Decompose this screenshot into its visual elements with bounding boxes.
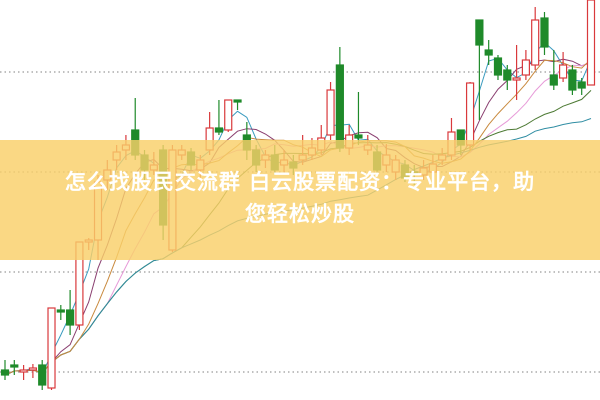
candle-up (19, 369, 28, 373)
candle-down (233, 99, 242, 103)
banner-text: 怎么找股民交流群 白云股票配资：专业平台，助 您轻松炒股 (0, 166, 600, 230)
candle-down (577, 81, 586, 89)
candle-down (484, 49, 493, 56)
candle-down (568, 69, 577, 91)
banner-line-2: 您轻松炒股 (245, 202, 355, 226)
candle-down (354, 134, 363, 139)
candle-down (10, 364, 19, 368)
candle-up (521, 59, 530, 76)
candle-up (28, 367, 38, 371)
banner-line-1: 怎么找股民交流群 白云股票配资：专业平台，助 (64, 170, 536, 194)
candle-up (224, 99, 233, 131)
candle-down (335, 64, 344, 149)
candle-up (586, 0, 596, 86)
banner-overlay (0, 140, 600, 260)
candle-down (56, 309, 65, 313)
candle-up (531, 19, 540, 66)
candle-up (326, 89, 335, 136)
candle-down (214, 127, 224, 133)
candle-down (540, 17, 549, 48)
candle-up (47, 307, 56, 389)
candle-up (512, 77, 521, 81)
candle-up (465, 82, 475, 146)
candle-down (66, 309, 75, 326)
candle-down (549, 74, 558, 86)
candle-down (503, 69, 512, 81)
candle-up (558, 64, 568, 79)
candle-down (475, 19, 484, 46)
candle-down (0, 369, 10, 376)
candle-down (493, 57, 503, 76)
candle-down (38, 364, 47, 386)
